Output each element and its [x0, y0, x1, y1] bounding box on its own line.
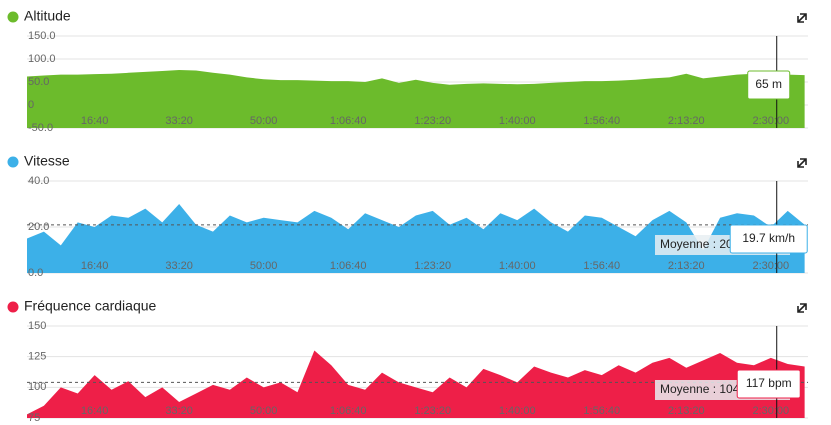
y-tick-label: -50.0 — [28, 122, 53, 134]
x-tick-label: 1:40:00 — [499, 405, 536, 417]
x-tick-label: 2:13:20 — [668, 115, 705, 127]
y-tick-label: 125 — [28, 351, 46, 363]
x-tick-label: 1:06:40 — [330, 115, 367, 127]
area — [27, 70, 805, 128]
chart-title: Altitude — [24, 8, 71, 24]
expand-icon[interactable] — [797, 303, 807, 313]
x-tick-label: 1:40:00 — [499, 115, 536, 127]
x-tick-label: 50:00 — [250, 115, 278, 127]
x-tick-label: 1:56:40 — [583, 260, 620, 272]
tooltip-box — [729, 224, 808, 254]
expand-icon[interactable] — [797, 158, 807, 168]
x-tick-label: 33:20 — [165, 260, 193, 272]
x-tick-label: 16:40 — [81, 260, 109, 272]
legend-dot — [7, 11, 19, 23]
y-tick-label: 100 — [28, 381, 46, 393]
x-tick-label: 16:40 — [81, 115, 109, 127]
x-tick-label: 1:06:40 — [330, 405, 367, 417]
y-tick-label: 50.0 — [28, 76, 49, 88]
chart-title: Vitesse — [24, 153, 70, 169]
x-tick-label: 2:30:00 — [752, 260, 789, 272]
tooltip-box — [736, 369, 801, 399]
x-tick-label: 2:13:20 — [668, 260, 705, 272]
x-tick-label: 1:06:40 — [330, 260, 367, 272]
x-tick-label: 1:56:40 — [583, 115, 620, 127]
x-tick-label: 33:20 — [165, 115, 193, 127]
tooltip-label: 117 bpm — [746, 376, 792, 390]
y-tick-label: 20.0 — [28, 221, 49, 233]
expand-icon[interactable] — [797, 13, 807, 23]
x-tick-label: 16:40 — [81, 405, 109, 417]
x-tick-label: 1:40:00 — [499, 260, 536, 272]
x-tick-label: 33:20 — [165, 405, 193, 417]
legend-dot — [7, 301, 19, 313]
x-tick-label: 2:30:00 — [752, 405, 789, 417]
area — [27, 350, 805, 418]
x-tick-label: 50:00 — [250, 260, 278, 272]
x-tick-label: 50:00 — [250, 405, 278, 417]
tooltip-label: 65 m — [755, 77, 782, 91]
x-tick-label: 1:56:40 — [583, 405, 620, 417]
area — [27, 204, 805, 273]
y-tick-label: 0.0 — [28, 267, 43, 279]
x-tick-label: 1:23:20 — [414, 115, 451, 127]
chart-title: Fréquence cardiaque — [24, 298, 157, 314]
y-tick-label: 150.0 — [28, 30, 56, 42]
legend-dot — [7, 156, 19, 168]
tooltip-box — [747, 70, 791, 100]
x-tick-label: 1:23:20 — [414, 405, 451, 417]
y-tick-label: 75 — [28, 412, 40, 424]
x-tick-label: 2:13:20 — [668, 405, 705, 417]
x-tick-label: 1:23:20 — [414, 260, 451, 272]
y-tick-label: 100.0 — [28, 53, 56, 65]
y-tick-label: 0 — [28, 99, 34, 111]
x-tick-label: 2:30:00 — [752, 115, 789, 127]
y-tick-label: 150 — [28, 320, 46, 332]
y-tick-label: 40.0 — [28, 175, 49, 187]
tooltip-label: 19.7 km/h — [742, 231, 795, 245]
